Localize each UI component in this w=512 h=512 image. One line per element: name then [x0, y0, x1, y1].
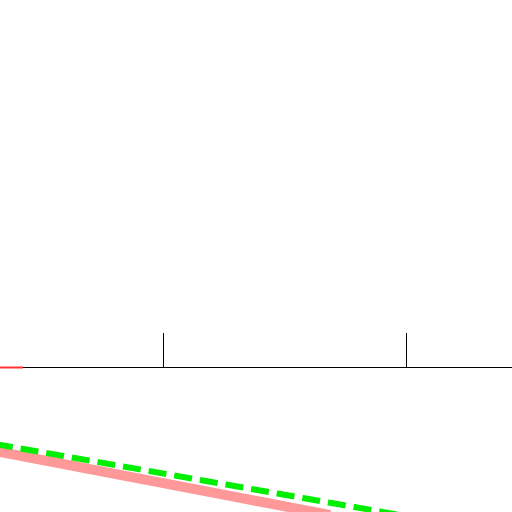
green-dashed-line: [0, 441, 401, 512]
pink-line: [0, 446, 331, 512]
